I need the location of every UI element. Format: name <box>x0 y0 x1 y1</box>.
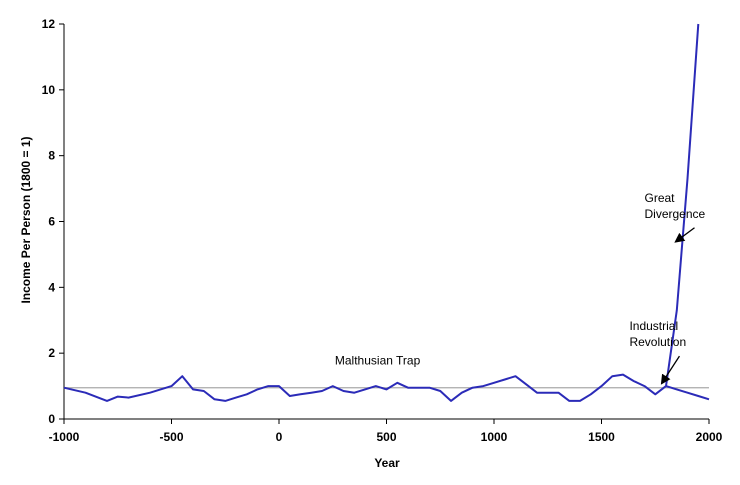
x-tick-label: -1000 <box>49 430 80 444</box>
y-tick-label: 6 <box>48 215 55 229</box>
annotation-text: Industrial <box>629 319 678 333</box>
y-tick-label: 2 <box>48 346 55 360</box>
series-group <box>63 23 710 402</box>
annotation-arrow <box>660 355 680 385</box>
x-tick-label: 500 <box>376 430 396 444</box>
y-tick-label: 8 <box>48 149 55 163</box>
x-axis-title: Year <box>374 456 400 470</box>
y-tick-label: 12 <box>42 17 56 31</box>
annotation-text: Great <box>645 191 676 205</box>
y-tick-label: 0 <box>48 412 55 426</box>
y-tick-label: 4 <box>48 280 55 294</box>
x-tick-label: 2000 <box>696 430 723 444</box>
annotation-text: Revolution <box>629 335 686 349</box>
x-tick-label: 1000 <box>481 430 508 444</box>
x-tick-label: 0 <box>276 430 283 444</box>
x-tick-label: -500 <box>159 430 183 444</box>
y-tick-label: 10 <box>42 83 56 97</box>
annotation-text: Divergence <box>645 207 706 221</box>
series-line-1 <box>63 23 700 402</box>
series-line-2 <box>665 385 710 401</box>
x-tick-label: 1500 <box>588 430 615 444</box>
annotations: Malthusian Trap Industrial Revolution Great… <box>335 191 706 385</box>
y-axis-title: Income Per Person (1800 = 1) <box>19 136 33 303</box>
annotation-arrow <box>674 227 695 243</box>
axes: 0 2 4 6 8 10 12 -1000 -500 0 500 1000 1500 2000 <box>42 17 723 444</box>
annotation-text: Malthusian Trap <box>335 354 421 368</box>
